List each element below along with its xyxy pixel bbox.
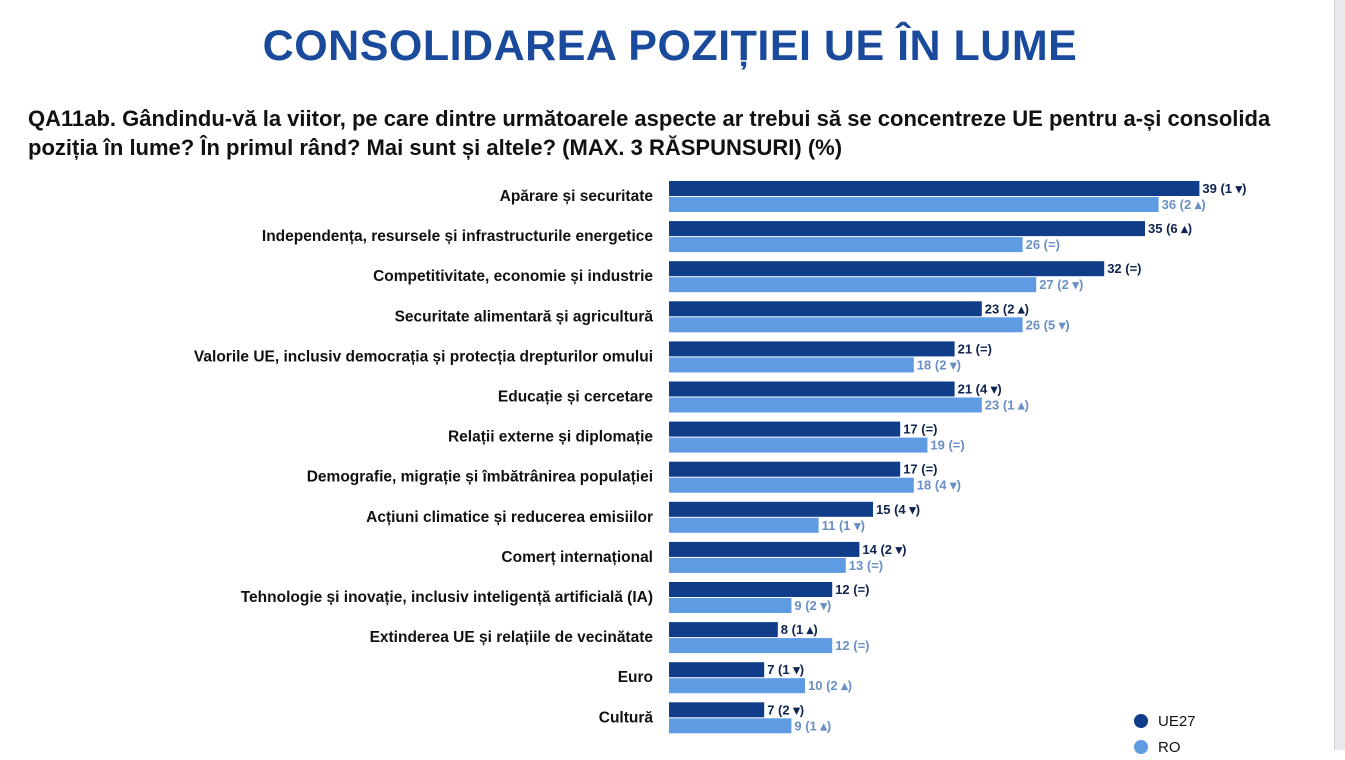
data-label-ue27: 7 (1 ▾) [767, 662, 804, 677]
legend-swatch-ro [1134, 740, 1148, 754]
category-label: Cultură [599, 709, 654, 726]
data-label-ro: 13 (=) [849, 558, 883, 573]
bar-ue27 [669, 341, 955, 357]
bar-ue27 [669, 461, 901, 477]
category-label: Euro [618, 669, 653, 686]
data-label-ro: 11 (1 ▾) [822, 518, 865, 533]
data-label-ue27: 15 (4 ▾) [876, 502, 920, 517]
data-label-ue27: 17 (=) [903, 422, 937, 437]
data-label-ro: 9 (2 ▾) [794, 598, 831, 613]
bar-ro [669, 437, 928, 453]
survey-question: QA11ab. Gândindu-vă la viitor, pe care d… [28, 106, 1271, 160]
data-label-ro: 26 (5 ▾) [1026, 317, 1070, 332]
bar-ue27 [669, 702, 765, 718]
legend-label-ro: RO [1158, 738, 1181, 756]
chart-legend: UE27 RO [1134, 708, 1196, 760]
data-label-ue27: 7 (2 ▾) [767, 702, 804, 717]
bar-ro [669, 598, 792, 613]
category-label: Extinderea UE și relațiile de vecinătate [370, 629, 654, 646]
legend-item-ue27: UE27 [1134, 708, 1196, 734]
data-label-ue27: 17 (=) [903, 462, 937, 477]
data-label-ue27: 21 (=) [958, 341, 992, 356]
data-label-ro: 23 (1 ▴) [985, 398, 1029, 413]
data-label-ro: 36 (2 ▴) [1162, 197, 1206, 212]
bar-ue27 [669, 301, 982, 317]
page-title: CONSOLIDAREA POZIȚIEI UE ÎN LUME [262, 22, 1078, 70]
bar-ue27 [669, 662, 765, 678]
bar-ro [669, 357, 914, 373]
bar-ue27 [669, 622, 778, 638]
data-label-ue27: 32 (=) [1107, 261, 1141, 276]
bar-ro [669, 557, 846, 573]
bar-ue27 [669, 541, 860, 557]
category-label: Acțiuni climatice și reducerea emisiilor [366, 509, 653, 526]
window-edge [1334, 0, 1345, 750]
data-label-ro: 19 (=) [930, 438, 964, 453]
data-label-ro: 27 (2 ▾) [1039, 277, 1083, 292]
bar-ue27 [669, 582, 833, 597]
data-label-ro: 18 (4 ▾) [917, 478, 961, 493]
data-label-ro: 18 (2 ▾) [917, 357, 961, 372]
bar-ro [669, 397, 982, 413]
category-label: Demografie, migrație și îmbătrânirea pop… [307, 469, 653, 486]
bar-ue27 [669, 221, 1145, 237]
bar-ue27 [669, 181, 1200, 196]
category-label: Competitivitate, economie și industrie [373, 268, 653, 285]
legend-item-ro: RO [1134, 734, 1196, 760]
category-label: Securitate alimentară și agricultură [395, 308, 654, 325]
bar-ro [669, 197, 1159, 212]
bar-ro [669, 317, 1023, 333]
data-label-ro: 10 (2 ▴) [808, 678, 852, 693]
bar-ro [669, 277, 1037, 293]
category-label: Tehnologie și inovație, inclusiv intelig… [241, 589, 653, 606]
data-label-ue27: 23 (2 ▴) [985, 301, 1029, 316]
category-label: Apărare și securitate [500, 188, 654, 205]
bar-ue27 [669, 421, 901, 437]
category-label: Comerț internațional [501, 549, 653, 566]
data-label-ue27: 14 (2 ▾) [862, 542, 906, 557]
data-label-ue27: 35 (6 ▴) [1148, 221, 1192, 236]
data-label-ue27: 12 (=) [835, 582, 869, 597]
bar-ue27 [669, 381, 955, 397]
legend-label-ue27: UE27 [1158, 712, 1196, 730]
category-label: Independența, resursele și infrastructur… [262, 228, 653, 245]
data-label-ue27: 21 (4 ▾) [958, 382, 1002, 397]
bar-ro [669, 237, 1023, 253]
bar-ro [669, 477, 914, 493]
category-label: Relații externe și diplomație [448, 429, 653, 446]
category-label: Valorile UE, inclusiv democrația și prot… [194, 348, 653, 365]
bar-ro [669, 638, 833, 654]
legend-swatch-ue27 [1134, 714, 1148, 728]
bar-ro [669, 718, 792, 734]
bar-ro [669, 517, 819, 533]
data-label-ue27: 8 (1 ▴) [781, 622, 818, 637]
category-label: Educație și cercetare [498, 389, 653, 406]
data-label-ue27: 39 (1 ▾) [1202, 181, 1246, 196]
data-label-ro: 12 (=) [835, 638, 869, 653]
bar-ue27 [669, 261, 1105, 277]
data-label-ro: 9 (1 ▴) [794, 718, 831, 733]
bar-ue27 [669, 501, 873, 517]
data-label-ro: 26 (=) [1026, 237, 1060, 252]
bar-ro [669, 678, 805, 694]
